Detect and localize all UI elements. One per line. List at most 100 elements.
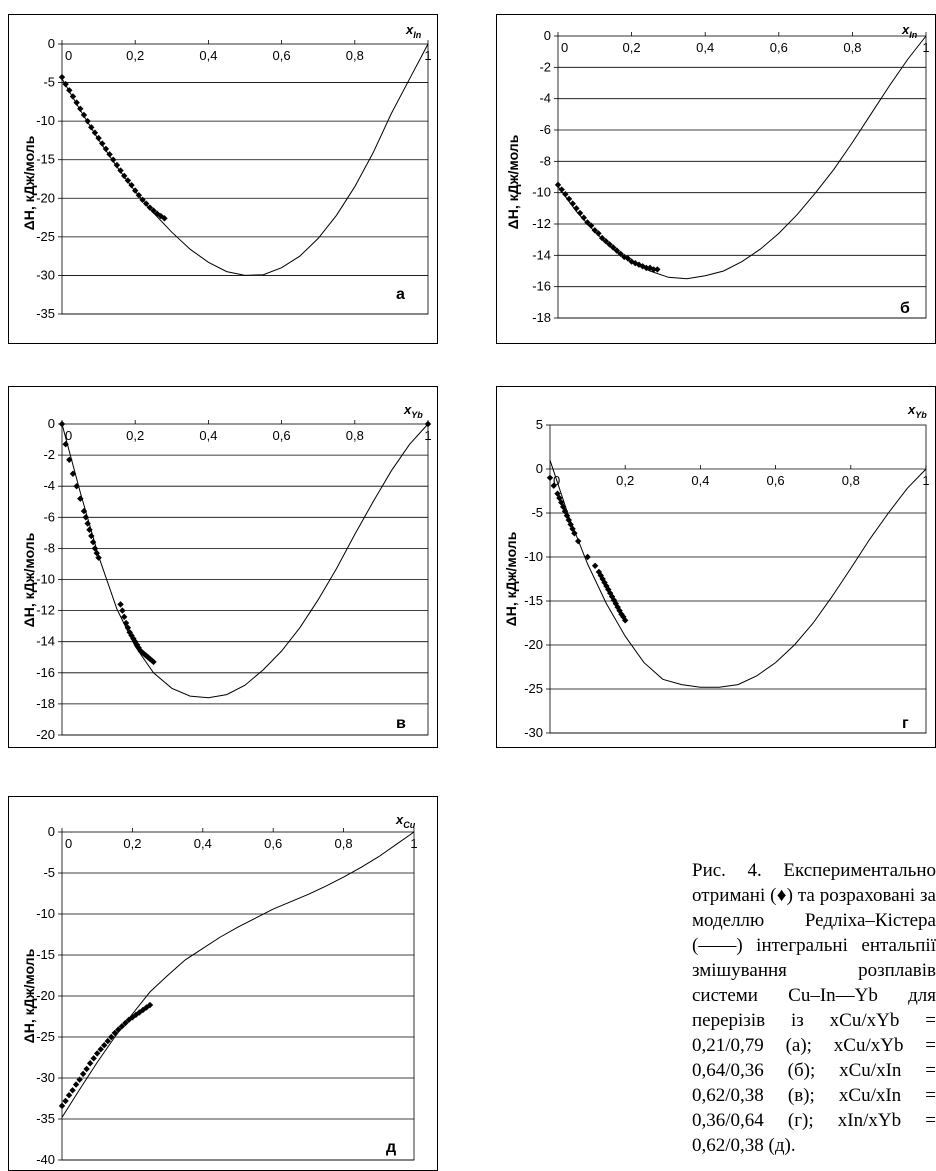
chart-b-y-tick-label: -18: [532, 310, 551, 325]
chart-g-y-tick-label: -25: [524, 681, 543, 696]
chart-v-x-tick-label: 1: [424, 428, 431, 443]
chart-panel-v: 0 -2 -4 -6 -8 -10 -12 -14 -16 -18 -20 0 0,2 0,4 0,6 0,…: [8, 386, 438, 748]
chart-b-y-tick-label: -2: [539, 59, 551, 74]
chart-d-x-tick-label: 0,4: [194, 836, 212, 851]
chart-a-y-tick-label: -10: [36, 113, 55, 128]
chart-v-y-tick-label: 0: [48, 416, 55, 431]
chart-b-y-tick-label: -6: [539, 122, 551, 137]
chart-a-x-tick-label: 0,2: [126, 48, 144, 63]
chart-b-x-tick-label: 1: [922, 40, 929, 55]
chart-g-y-tick-label: -5: [531, 505, 543, 520]
chart-b-y-tick-label: -16: [532, 279, 551, 294]
chart-v-y-tick-label: -2: [43, 447, 55, 462]
chart-g-y-tick-label: 0: [536, 461, 543, 476]
chart-b-y-axis-label: ΔH, кДж/моль: [505, 134, 521, 229]
chart-v-y-tick-label: -20: [36, 727, 55, 742]
chart-d-x-tick-label: 1: [410, 836, 417, 851]
chart-b-y-tick-label: -4: [539, 91, 551, 106]
chart-d-y-tick-label: -10: [36, 906, 55, 921]
chart-a-x-tick-label: 0,4: [199, 48, 217, 63]
chart-g-x-tick-label: 1: [922, 473, 929, 488]
chart-b-x-tick-label: 0,8: [843, 40, 861, 55]
chart-d-y-tick-label: -30: [36, 1070, 55, 1085]
chart-g-y-tick-label: -15: [524, 593, 543, 608]
chart-g-x-tick-label: 0,4: [691, 473, 709, 488]
chart-d-y-tick-label: -20: [36, 988, 55, 1003]
chart-v-svg: 0-2-4-6-8-10-12-14-16-18-20 0 0,2 0,4 0,6 0,…: [8, 386, 438, 748]
chart-a-frame: [9, 15, 438, 344]
chart-d-y-tick-label: 0: [48, 824, 55, 839]
chart-d-x-tick-label: 0,2: [123, 836, 141, 851]
chart-v-x-tick-label: 0,4: [199, 428, 217, 443]
chart-b-frame: [497, 15, 936, 344]
chart-a-y-tick-label: -25: [36, 229, 55, 244]
chart-b-panel-label: б: [900, 300, 910, 317]
chart-d-y-tick-label: -15: [36, 947, 55, 962]
chart-d-x-tick-label: 0: [65, 836, 72, 851]
chart-b-x-tick-label: 0,2: [623, 40, 641, 55]
chart-d-y-tick-label: -5: [43, 865, 55, 880]
chart-b-y-tick-label: -12: [532, 216, 551, 231]
chart-v-y-tick-label: -6: [43, 509, 55, 524]
chart-g-y-tick-label: -20: [524, 637, 543, 652]
chart-v-y-axis-label: ΔH, кДж/моль: [21, 532, 37, 627]
chart-a-x-tick-label: 0: [65, 48, 72, 63]
figure-caption: Рис. 4. Експериментально отримані (♦) та…: [692, 858, 936, 1158]
chart-d-x-tick-label: 0,8: [335, 836, 353, 851]
chart-b-svg: 0-2-4-6-8-10-12-14-16-18 0 0,2 0,4 0,6 0,8 1 …: [496, 14, 936, 344]
chart-v-y-tick-label: -14: [36, 634, 55, 649]
chart-g-frame: [497, 387, 936, 748]
chart-a-x-tick-label: 0,6: [273, 48, 291, 63]
chart-g-x-tick-label: 0,8: [842, 473, 860, 488]
chart-a-svg: 0 -5 -10 -15 -20 -25 -30 -35 0 0,2 0,4 0,6 0,8 1 ΔH,…: [8, 14, 438, 344]
chart-a-y-tick-label: 0: [48, 36, 55, 51]
chart-v-x-tick-label: 0,2: [126, 428, 144, 443]
chart-a-y-tick-label: -20: [36, 190, 55, 205]
chart-b-y-tick-label: -14: [532, 247, 551, 262]
chart-g-y-axis-label: ΔH, кДж/моль: [503, 531, 519, 626]
chart-v-panel-label: в: [396, 715, 406, 732]
chart-b-x-tick-label: 0,4: [696, 40, 714, 55]
chart-a-x-tick-label: 1: [424, 48, 431, 63]
chart-g-y-tick-label: 5: [536, 417, 543, 432]
chart-v-y-tick-label: -12: [36, 603, 55, 618]
chart-g-x-tick-label: 0,2: [616, 473, 634, 488]
chart-g-y-tick-label: -30: [524, 725, 543, 740]
chart-b-x-tick-label: 0: [561, 40, 568, 55]
chart-b-y-tick-label: -10: [532, 185, 551, 200]
chart-b-y-tick-label: -8: [539, 153, 551, 168]
chart-v-y-tick-label: -18: [36, 696, 55, 711]
chart-a-y-tick-label: -5: [43, 75, 55, 90]
chart-d-panel-label: д: [386, 1139, 396, 1156]
chart-a-panel-label: а: [396, 286, 405, 303]
chart-a-y-tick-label: -15: [36, 152, 55, 167]
chart-panel-g: 5 0 -5 -10 -15 -20 -25 -30 0 0,2 0,4 0,6 0,8 1 ΔH, к…: [496, 386, 936, 748]
chart-g-svg: 5 0 -5 -10 -15 -20 -25 -30 0 0,2 0,4 0,6 0,8 1 ΔH, к…: [496, 386, 936, 748]
chart-a-y-tick-label: -30: [36, 267, 55, 282]
chart-a-y-axis-label: ΔH, кДж/моль: [21, 135, 37, 230]
chart-v-y-tick-label: -4: [43, 478, 55, 493]
chart-v-y-tick-label: -8: [43, 540, 55, 555]
chart-d-y-axis-label: ΔH, кДж/моль: [21, 948, 37, 1043]
chart-d-frame: [9, 797, 438, 1171]
chart-v-frame: [9, 387, 438, 748]
chart-v-y-tick-label: -10: [36, 572, 55, 587]
chart-d-x-tick-label: 0,6: [264, 836, 282, 851]
chart-v-x-tick-label: 0,6: [273, 428, 291, 443]
chart-b-x-tick-label: 0,6: [770, 40, 788, 55]
chart-panel-a: 0 -5 -10 -15 -20 -25 -30 -35 0 0,2 0,4 0,6 0,8 1 ΔH,…: [8, 14, 438, 344]
chart-v-x-tick-label: 0,8: [346, 428, 364, 443]
chart-a-x-tick-label: 0,8: [346, 48, 364, 63]
chart-g-x-tick-label: 0,6: [767, 473, 785, 488]
chart-g-panel-label: г: [902, 715, 909, 732]
chart-d-svg: 0-5-10-15-20-25-30-35-40 0 0,2 0,4 0,6 0,8 1 …: [8, 796, 438, 1171]
chart-panel-d: 0 -5 -10 -15 -20 -25 -30 -35 -40 0 0,2 0,4 0,6 0,8 1 …: [8, 796, 438, 1171]
chart-panel-b: 0 -2 -4 -6 -8 -10 -12 -14 -16 -18 0 0,2 0,4 0,6 0,8 1 …: [496, 14, 936, 344]
chart-d-y-tick-label: -40: [36, 1152, 55, 1167]
chart-b-y-tick-label: 0: [544, 28, 551, 43]
chart-d-y-tick-label: -25: [36, 1029, 55, 1044]
chart-d-y-tick-label: -35: [36, 1111, 55, 1126]
chart-a-y-tick-label: -35: [36, 306, 55, 321]
chart-g-y-tick-label: -10: [524, 549, 543, 564]
chart-v-y-tick-label: -16: [36, 665, 55, 680]
